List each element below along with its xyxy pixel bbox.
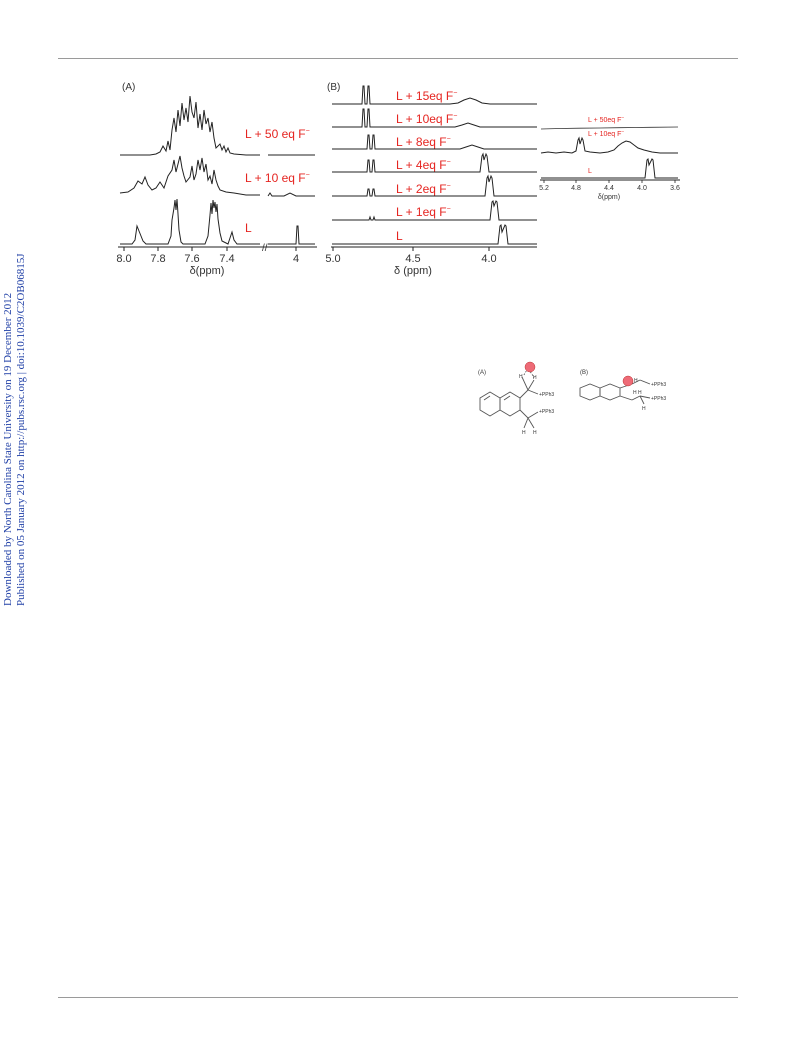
panel-a-tick-label: 8.0 <box>116 253 131 265</box>
footer-rule <box>58 997 738 998</box>
nmr-panel-a: (A) L + 50 eq F− L + 10 eq F− L // 8.0 7… <box>116 82 317 277</box>
panel-a-label-L: L <box>245 221 252 235</box>
scheme-a-h-label: H <box>533 430 537 436</box>
panel-b-tick-label: 5.0 <box>325 253 340 265</box>
scheme-a-h-label: H <box>519 374 523 380</box>
naphthalene-ring-left <box>479 391 501 417</box>
fluoride-sphere-b <box>622 375 634 387</box>
inset-tick-label: 4.8 <box>571 185 581 192</box>
nmr-panel-b: (B) L + 15eq F− L + 10eq F− L + 8eq F− L… <box>325 82 537 277</box>
scheme-b-h-label: H <box>633 390 637 396</box>
scheme-b-pph3-top: +PPh3 <box>651 382 666 388</box>
panel-b-tag: (B) <box>327 82 340 93</box>
naphthalene-ring-right <box>499 391 521 417</box>
panel-b-spectrum-8eq <box>332 134 537 150</box>
panel-a-tick-label: 7.6 <box>184 253 199 265</box>
binding-scheme-a: (A) H H H H +PPh3 +PPh3 <box>478 370 554 436</box>
panel-a-spectrum-L <box>120 198 260 245</box>
panel-a-axis-break: // <box>262 243 268 254</box>
binding-scheme-b: (B) H H H H +PPh3 +PPh3 <box>579 370 666 412</box>
panel-a-axis-title: δ(ppm) <box>190 265 225 277</box>
scheme-a-h-label: H <box>522 430 526 436</box>
inset-tick-label: 3.6 <box>670 185 680 192</box>
panel-b-label-2eq: L + 2eq F− <box>396 182 451 196</box>
panel-b-spectrum-15eq <box>332 85 537 105</box>
panel-b-spectrum-L <box>332 223 537 245</box>
panel-a-spectrum-L-tail <box>268 225 315 245</box>
panel-b-label-8eq: L + 8eq F− <box>396 135 451 149</box>
panel-b-label-10eq: L + 10eq F− <box>396 112 457 126</box>
scheme-a-pph3-bottom: +PPh3 <box>539 409 554 415</box>
panel-b-tick-label: 4.0 <box>481 253 496 265</box>
scheme-a-tag: (A) <box>478 370 486 376</box>
panel-a-spectrum-50eq <box>120 95 260 156</box>
panel-a-label-10eq: L + 10 eq F− <box>245 171 310 185</box>
panel-b-spectrum-4eq <box>332 152 537 173</box>
inset-label-L: L <box>588 168 592 175</box>
inset-spectrum-L <box>541 157 678 179</box>
naphthalene-ring-left-b <box>579 383 601 401</box>
panel-a-tick-label: 4 <box>293 253 299 265</box>
scheme-a-h-label: H <box>533 375 537 381</box>
panel-b-axis-title: δ (ppm) <box>394 265 432 277</box>
nmr-inset: L + 50eq F− L + 10eq F− L 5.2 4.8 4.4 4.… <box>539 115 680 201</box>
fluoride-sphere-a <box>524 361 536 373</box>
scheme-b-tag: (B) <box>580 370 588 376</box>
panel-a-label-50eq: L + 50 eq F− <box>245 127 310 141</box>
inset-spectrum-10eq <box>540 136 678 154</box>
inset-ticks <box>543 180 676 183</box>
panel-b-spectrum-1eq <box>332 199 537 221</box>
panel-a-ticks <box>123 247 297 251</box>
panel-b-label-1eq: L + 1eq F− <box>396 205 451 219</box>
panel-b-label-15eq: L + 15eq F− <box>396 89 457 103</box>
panel-b-spectrum-2eq <box>332 174 537 197</box>
scheme-b-h-label: H <box>642 406 646 412</box>
panel-a-tag: (A) <box>122 82 135 93</box>
panel-a-tick-label: 7.8 <box>150 253 165 265</box>
panel-b-ticks <box>332 247 490 251</box>
panel-a-spectrum-10eq-tail <box>267 192 315 197</box>
panel-a-spectrum-10eq <box>119 155 260 196</box>
scheme-b-h-label: H <box>638 390 642 396</box>
scheme-a-pph3-top: +PPh3 <box>539 392 554 398</box>
panel-b-label-L: L <box>396 229 403 243</box>
scheme-b-h-label: H <box>634 378 638 384</box>
naphthalene-ring-right-b <box>599 383 621 401</box>
panel-a-tick-label: 7.4 <box>219 253 234 265</box>
inset-label-50eq: L + 50eq F− <box>588 115 624 124</box>
inset-tick-label: 4.4 <box>604 185 614 192</box>
inset-tick-label: 4.0 <box>637 185 647 192</box>
inset-tick-label: 5.2 <box>539 185 549 192</box>
inset-axis-title: δ(ppm) <box>598 194 620 201</box>
panel-b-spectrum-10eq <box>332 108 537 128</box>
inset-label-10eq: L + 10eq F− <box>588 129 624 138</box>
inset-spectrum-50eq <box>540 126 679 130</box>
header-rule <box>58 58 738 59</box>
panel-b-tick-label: 4.5 <box>405 253 420 265</box>
panel-b-label-4eq: L + 4eq F− <box>396 158 451 172</box>
scheme-b-pph3-bottom: +PPh3 <box>651 396 666 402</box>
